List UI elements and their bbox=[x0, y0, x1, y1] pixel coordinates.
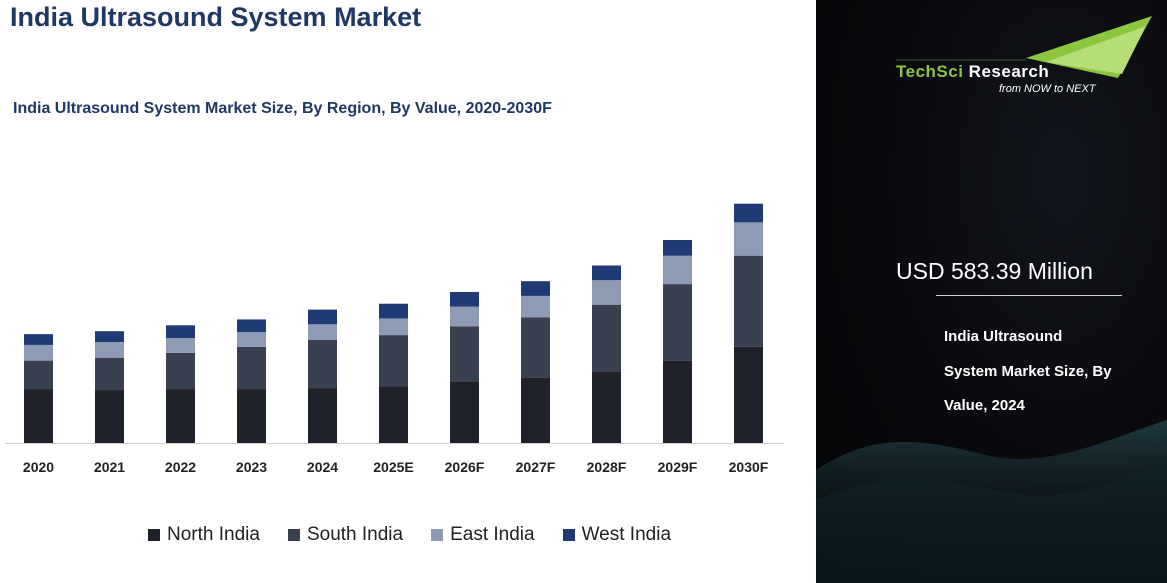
brand-name: TechSci Research bbox=[896, 62, 1049, 82]
bar-segment-west-india bbox=[95, 331, 124, 342]
x-tick-label: 2027F bbox=[516, 459, 556, 475]
legend-swatch bbox=[148, 529, 160, 541]
bar-segment-south-india bbox=[166, 352, 195, 390]
bar-segment-east-india bbox=[663, 255, 692, 285]
bar-segment-north-india bbox=[237, 389, 266, 443]
bar-segment-south-india bbox=[95, 357, 124, 391]
bar-segment-north-india bbox=[24, 389, 53, 443]
x-tick-label: 2021 bbox=[94, 459, 125, 475]
bar-segment-east-india bbox=[734, 222, 763, 256]
bar-segment-west-india bbox=[521, 281, 550, 296]
x-tick-label: 2024 bbox=[307, 459, 338, 475]
bar-segment-south-india bbox=[734, 255, 763, 347]
bar-segment-west-india bbox=[166, 325, 195, 339]
bar-segment-south-india bbox=[237, 346, 266, 390]
market-size-description: India Ultrasound System Market Size, By … bbox=[944, 320, 1154, 424]
bar-segment-east-india bbox=[95, 341, 124, 358]
bar-segment-north-india bbox=[166, 389, 195, 443]
legend-label: South India bbox=[306, 524, 404, 545]
chart-legend: North India South India East India West Ind… bbox=[148, 524, 671, 546]
bar-segment-east-india bbox=[379, 318, 408, 336]
bar-segment-south-india bbox=[24, 360, 53, 390]
bar-segment-north-india bbox=[663, 360, 692, 443]
legend-swatch bbox=[287, 529, 300, 541]
stacked-bar-chart: 2020 2021 2022 2023 2024 2025E 2026F 2027F 2028F… bbox=[5, 203, 784, 475]
bar-segment-north-india bbox=[734, 346, 763, 443]
description-line: System Market Size, By bbox=[944, 362, 1112, 380]
bar-segment-south-india bbox=[450, 326, 479, 382]
legend-swatch bbox=[431, 529, 444, 541]
info-panel: TechSci Research from NOW to NEXT USD 58… bbox=[816, 0, 1167, 583]
legend-item: East India bbox=[431, 524, 535, 546]
brand-name-tech: TechSci bbox=[896, 62, 964, 81]
bar-segment-south-india bbox=[379, 335, 408, 387]
x-tick-label: 2028F bbox=[587, 459, 627, 475]
bar-segment-east-india bbox=[521, 295, 550, 318]
bar-segment-west-india bbox=[663, 239, 692, 256]
bar-segment-north-india bbox=[592, 371, 621, 443]
x-tick-label: 2023 bbox=[236, 459, 267, 475]
x-tick-label: 2020 bbox=[23, 459, 54, 475]
bar-segment-east-india bbox=[237, 332, 266, 347]
bar-segment-west-india bbox=[450, 291, 479, 307]
bar-segment-west-india bbox=[379, 303, 408, 319]
market-size-value: USD 583.39 Million bbox=[896, 258, 1093, 284]
divider bbox=[936, 295, 1122, 296]
description-line: Value, 2024 bbox=[944, 397, 1025, 414]
bar-segment-north-india bbox=[450, 381, 479, 443]
bar-segment-west-india bbox=[734, 203, 763, 223]
x-tick-label: 2022 bbox=[165, 459, 196, 475]
bar-segment-north-india bbox=[379, 386, 408, 443]
description-line: India Ultrasound bbox=[944, 328, 1063, 345]
legend-swatch bbox=[562, 529, 575, 541]
bar-segment-east-india bbox=[24, 344, 53, 361]
brand-tagline: from NOW to NEXT bbox=[999, 83, 1096, 95]
bar-segment-east-india bbox=[308, 324, 337, 341]
techsci-logo: TechSci Research from NOW to NEXT bbox=[896, 14, 1156, 104]
bar-segment-south-india bbox=[521, 317, 550, 378]
x-tick-label: 2029F bbox=[658, 459, 698, 475]
wave-background bbox=[816, 420, 1167, 583]
x-tick-label: 2026F bbox=[445, 459, 485, 475]
legend-item: West India bbox=[562, 524, 672, 546]
brand-name-research: Research bbox=[968, 62, 1050, 81]
legend-label: West India bbox=[581, 524, 672, 545]
bar-segment-north-india bbox=[521, 377, 550, 443]
bar-segment-north-india bbox=[308, 388, 337, 443]
chart-title: India Ultrasound System Market Size, By … bbox=[13, 100, 552, 117]
legend-label: North India bbox=[167, 524, 260, 545]
bar-segment-east-india bbox=[450, 306, 479, 327]
x-tick-label: 2025E bbox=[373, 459, 413, 475]
bar-segment-west-india bbox=[237, 319, 266, 333]
chart-panel: India Ultrasound System Market India Ult… bbox=[5, 2, 784, 546]
legend-item: South India bbox=[287, 524, 404, 546]
bar-segment-west-india bbox=[592, 265, 621, 281]
bar-segment-west-india bbox=[24, 334, 53, 345]
bar-segment-east-india bbox=[592, 280, 621, 305]
bar-segment-south-india bbox=[663, 284, 692, 361]
legend-label: East India bbox=[450, 524, 535, 545]
bar-segment-west-india bbox=[308, 309, 337, 325]
legend-item: North India bbox=[148, 524, 260, 546]
bar-segment-south-india bbox=[592, 304, 621, 372]
logo-swoosh-icon bbox=[896, 16, 1152, 78]
bar-segment-north-india bbox=[95, 390, 124, 443]
page-title: India Ultrasound System Market bbox=[10, 2, 422, 32]
bar-segment-south-india bbox=[308, 340, 337, 389]
bar-segment-east-india bbox=[166, 338, 195, 353]
x-tick-label: 2030F bbox=[729, 459, 769, 475]
